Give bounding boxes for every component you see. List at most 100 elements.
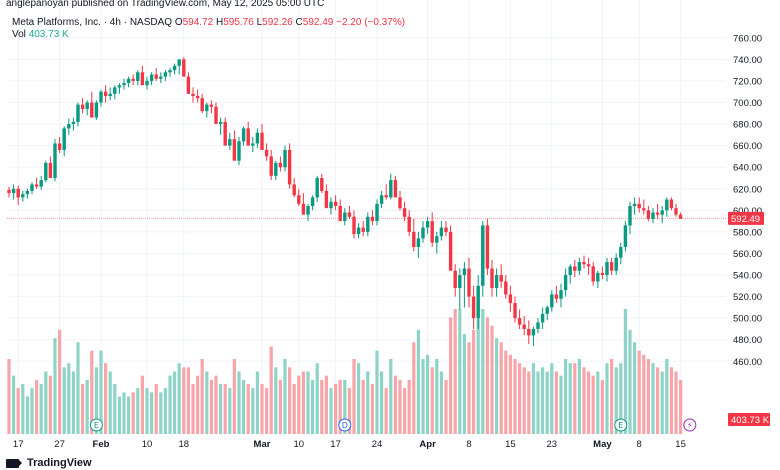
candle-body[interactable] [108, 93, 112, 97]
earnings-marker-icon[interactable] [614, 418, 628, 432]
candle-body[interactable] [402, 208, 407, 217]
candle-body[interactable] [269, 156, 273, 176]
candle-body[interactable] [361, 227, 365, 232]
candle-body[interactable] [191, 93, 195, 97]
candle-body[interactable] [140, 72, 145, 86]
candle-body[interactable] [117, 85, 122, 88]
candle-body[interactable] [297, 195, 301, 204]
candle-body[interactable] [651, 212, 655, 219]
candle-body[interactable] [292, 184, 296, 196]
candle-body[interactable] [476, 285, 480, 319]
candle-body[interactable] [458, 275, 462, 288]
candle-body[interactable] [195, 96, 200, 99]
candle-body[interactable] [154, 74, 158, 79]
candle-body[interactable] [527, 328, 531, 336]
candle-body[interactable] [39, 180, 43, 187]
candle-body[interactable] [232, 139, 237, 161]
candle-body[interactable] [11, 188, 16, 194]
candle-body[interactable] [145, 80, 149, 86]
candle-body[interactable] [582, 262, 586, 265]
candle-body[interactable] [237, 141, 241, 161]
candle-body[interactable] [246, 128, 250, 146]
candle-body[interactable] [370, 216, 375, 222]
candle-body[interactable] [57, 143, 62, 150]
candle-body[interactable] [517, 318, 522, 325]
candle-body[interactable] [264, 149, 269, 157]
candle-body[interactable] [550, 294, 554, 308]
candle-body[interactable] [393, 180, 398, 198]
candle-body[interactable] [103, 91, 108, 97]
candle-body[interactable] [499, 275, 503, 282]
candle-body[interactable] [159, 76, 163, 79]
candle-body[interactable] [205, 104, 209, 112]
candle-body[interactable] [412, 231, 416, 247]
candle-body[interactable] [481, 225, 485, 286]
candle-body[interactable] [251, 143, 255, 146]
candle-body[interactable] [182, 59, 186, 77]
dividend-marker-icon[interactable] [338, 418, 352, 432]
candle-body[interactable] [278, 162, 283, 168]
candle-body[interactable] [591, 266, 595, 282]
candle-body[interactable] [453, 270, 457, 288]
candle-body[interactable] [228, 139, 232, 146]
candle-body[interactable] [573, 266, 577, 271]
candle-body[interactable] [490, 268, 494, 288]
candle-body[interactable] [25, 190, 30, 195]
candle-body[interactable] [586, 264, 591, 267]
candle-body[interactable] [67, 124, 71, 129]
candle-body[interactable] [614, 257, 618, 271]
candle-body[interactable] [655, 212, 660, 215]
candle-body[interactable] [508, 294, 513, 304]
candle-body[interactable] [200, 98, 204, 112]
candle-body[interactable] [596, 272, 600, 282]
candle-body[interactable] [310, 197, 315, 207]
candle-body[interactable] [255, 132, 260, 144]
candle-body[interactable] [274, 162, 278, 176]
candle-body[interactable] [619, 246, 623, 258]
candle-body[interactable] [329, 201, 333, 209]
tradingview-footer[interactable]: TradingView [6, 457, 92, 469]
candle-body[interactable] [241, 128, 246, 142]
candle-body[interactable] [163, 72, 168, 77]
lightning-marker-icon[interactable] [683, 418, 697, 432]
candle-body[interactable] [301, 203, 306, 215]
candle-body[interactable] [53, 143, 57, 178]
candle-body[interactable] [660, 210, 664, 215]
candle-body[interactable] [462, 268, 467, 276]
candle-body[interactable] [540, 313, 545, 323]
candle-body[interactable] [260, 132, 264, 150]
candle-body[interactable] [563, 275, 568, 291]
candle-body[interactable] [471, 296, 476, 319]
candle-body[interactable] [674, 208, 678, 215]
candle-body[interactable] [637, 203, 641, 209]
candle-body[interactable] [421, 227, 425, 239]
candle-body[interactable] [16, 188, 20, 198]
candle-body[interactable] [435, 236, 439, 243]
candle-body[interactable] [126, 78, 131, 84]
candle-body[interactable] [71, 121, 76, 125]
candle-body[interactable] [218, 121, 223, 125]
candle-body[interactable] [172, 65, 177, 71]
candle-body[interactable] [283, 149, 287, 168]
candle-body[interactable] [94, 102, 99, 118]
candle-body[interactable] [333, 201, 338, 207]
candle-body[interactable] [379, 195, 384, 204]
candle-body[interactable] [632, 203, 637, 207]
candle-body[interactable] [665, 199, 669, 211]
candle-body[interactable] [62, 128, 66, 150]
candle-body[interactable] [628, 206, 632, 226]
candle-body[interactable] [430, 221, 434, 243]
candle-body[interactable] [122, 83, 126, 86]
candle-body[interactable] [513, 303, 517, 319]
candle-body[interactable] [545, 307, 549, 314]
candle-body[interactable] [113, 87, 117, 94]
candle-body[interactable] [85, 102, 89, 109]
candle-body[interactable] [320, 177, 324, 191]
candle-body[interactable] [600, 272, 605, 276]
candle-body[interactable] [605, 262, 609, 276]
candle-body[interactable] [209, 104, 214, 107]
candle-body[interactable] [366, 216, 370, 232]
candle-body[interactable] [324, 190, 329, 209]
candle-body[interactable] [504, 281, 508, 295]
candle-body[interactable] [136, 72, 140, 81]
